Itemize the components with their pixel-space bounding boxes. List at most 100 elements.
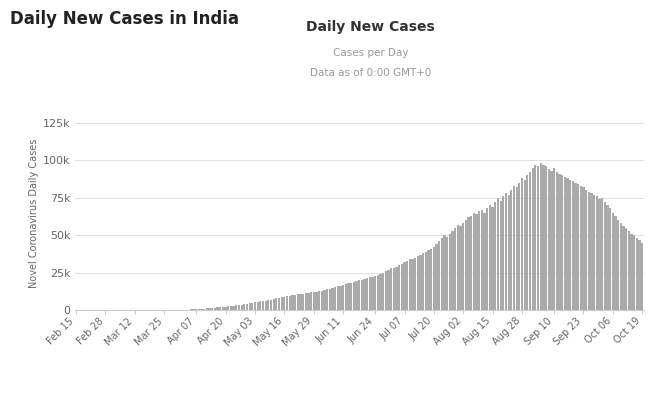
Bar — [580, 186, 582, 310]
Bar — [462, 223, 464, 310]
Bar — [588, 192, 590, 310]
Bar — [214, 308, 216, 310]
Bar — [209, 308, 211, 310]
Bar — [430, 249, 432, 310]
Bar — [460, 226, 461, 310]
Bar — [419, 255, 422, 310]
Bar — [494, 203, 497, 310]
Bar — [601, 198, 603, 310]
Bar — [257, 302, 259, 310]
Bar — [283, 297, 285, 310]
Text: Daily New Cases in India: Daily New Cases in India — [10, 10, 239, 28]
Bar — [366, 278, 369, 310]
Bar — [612, 213, 614, 310]
Bar — [414, 258, 417, 310]
Bar — [411, 259, 413, 310]
Bar — [380, 275, 382, 310]
Bar — [374, 276, 376, 310]
Bar — [422, 254, 424, 310]
Bar — [270, 300, 272, 310]
Bar — [190, 309, 192, 310]
Bar — [604, 203, 606, 310]
Bar — [230, 306, 232, 310]
Bar — [259, 301, 261, 310]
Bar — [344, 284, 347, 310]
Bar — [248, 303, 251, 310]
Text: Data as of 0:00 GMT+0: Data as of 0:00 GMT+0 — [310, 68, 431, 78]
Bar — [537, 166, 539, 310]
Bar — [446, 237, 448, 310]
Bar — [227, 306, 229, 310]
Bar — [382, 273, 384, 310]
Bar — [505, 193, 507, 310]
Bar — [289, 296, 291, 310]
Bar — [558, 174, 560, 310]
Bar — [508, 195, 510, 310]
Bar — [593, 195, 595, 310]
Bar — [625, 228, 627, 310]
Bar — [424, 252, 427, 310]
Bar — [556, 172, 558, 310]
Bar — [286, 296, 288, 310]
Bar — [619, 223, 622, 310]
Bar — [436, 244, 437, 310]
Bar — [417, 256, 419, 310]
Bar — [222, 307, 224, 310]
Bar — [395, 267, 398, 310]
Bar — [200, 309, 203, 310]
Bar — [369, 277, 371, 310]
Bar — [275, 298, 278, 310]
Text: Cases per Day: Cases per Day — [333, 48, 408, 58]
Bar — [240, 304, 242, 310]
Bar — [526, 176, 528, 310]
Bar — [606, 205, 608, 310]
Bar — [582, 187, 584, 310]
Bar — [510, 190, 512, 310]
Bar — [254, 302, 256, 310]
Bar — [553, 168, 555, 310]
Bar — [499, 201, 502, 310]
Bar — [636, 238, 638, 310]
Bar — [361, 280, 363, 310]
Bar — [296, 294, 299, 310]
Bar — [540, 164, 542, 310]
Bar — [513, 186, 515, 310]
Bar — [534, 165, 536, 310]
Bar — [203, 308, 205, 310]
Bar — [566, 178, 569, 310]
Bar — [398, 265, 400, 310]
Bar — [491, 207, 494, 310]
Bar — [310, 293, 312, 310]
Bar — [238, 305, 240, 310]
Bar — [433, 248, 435, 310]
Bar — [334, 287, 336, 310]
Bar — [564, 177, 566, 310]
Bar — [342, 285, 345, 310]
Bar — [633, 236, 635, 310]
Bar — [569, 180, 571, 310]
Y-axis label: Novel Coronavirus Daily Cases: Novel Coronavirus Daily Cases — [29, 138, 39, 288]
Bar — [363, 279, 365, 310]
Bar — [353, 282, 355, 310]
Bar — [219, 307, 222, 310]
Bar — [532, 168, 534, 310]
Bar — [614, 216, 617, 310]
Bar — [486, 209, 488, 310]
Bar — [315, 292, 318, 310]
Bar — [452, 231, 454, 310]
Bar — [356, 281, 358, 310]
Bar — [390, 268, 393, 310]
Bar — [630, 234, 632, 310]
Bar — [521, 178, 523, 310]
Bar — [235, 305, 237, 310]
Bar — [518, 183, 521, 310]
Bar — [454, 228, 456, 310]
Bar — [465, 220, 467, 310]
Bar — [323, 290, 326, 310]
Bar — [467, 217, 470, 310]
Bar — [585, 190, 587, 310]
Bar — [347, 283, 350, 310]
Bar — [481, 210, 483, 310]
Bar — [641, 243, 644, 310]
Bar — [502, 197, 504, 310]
